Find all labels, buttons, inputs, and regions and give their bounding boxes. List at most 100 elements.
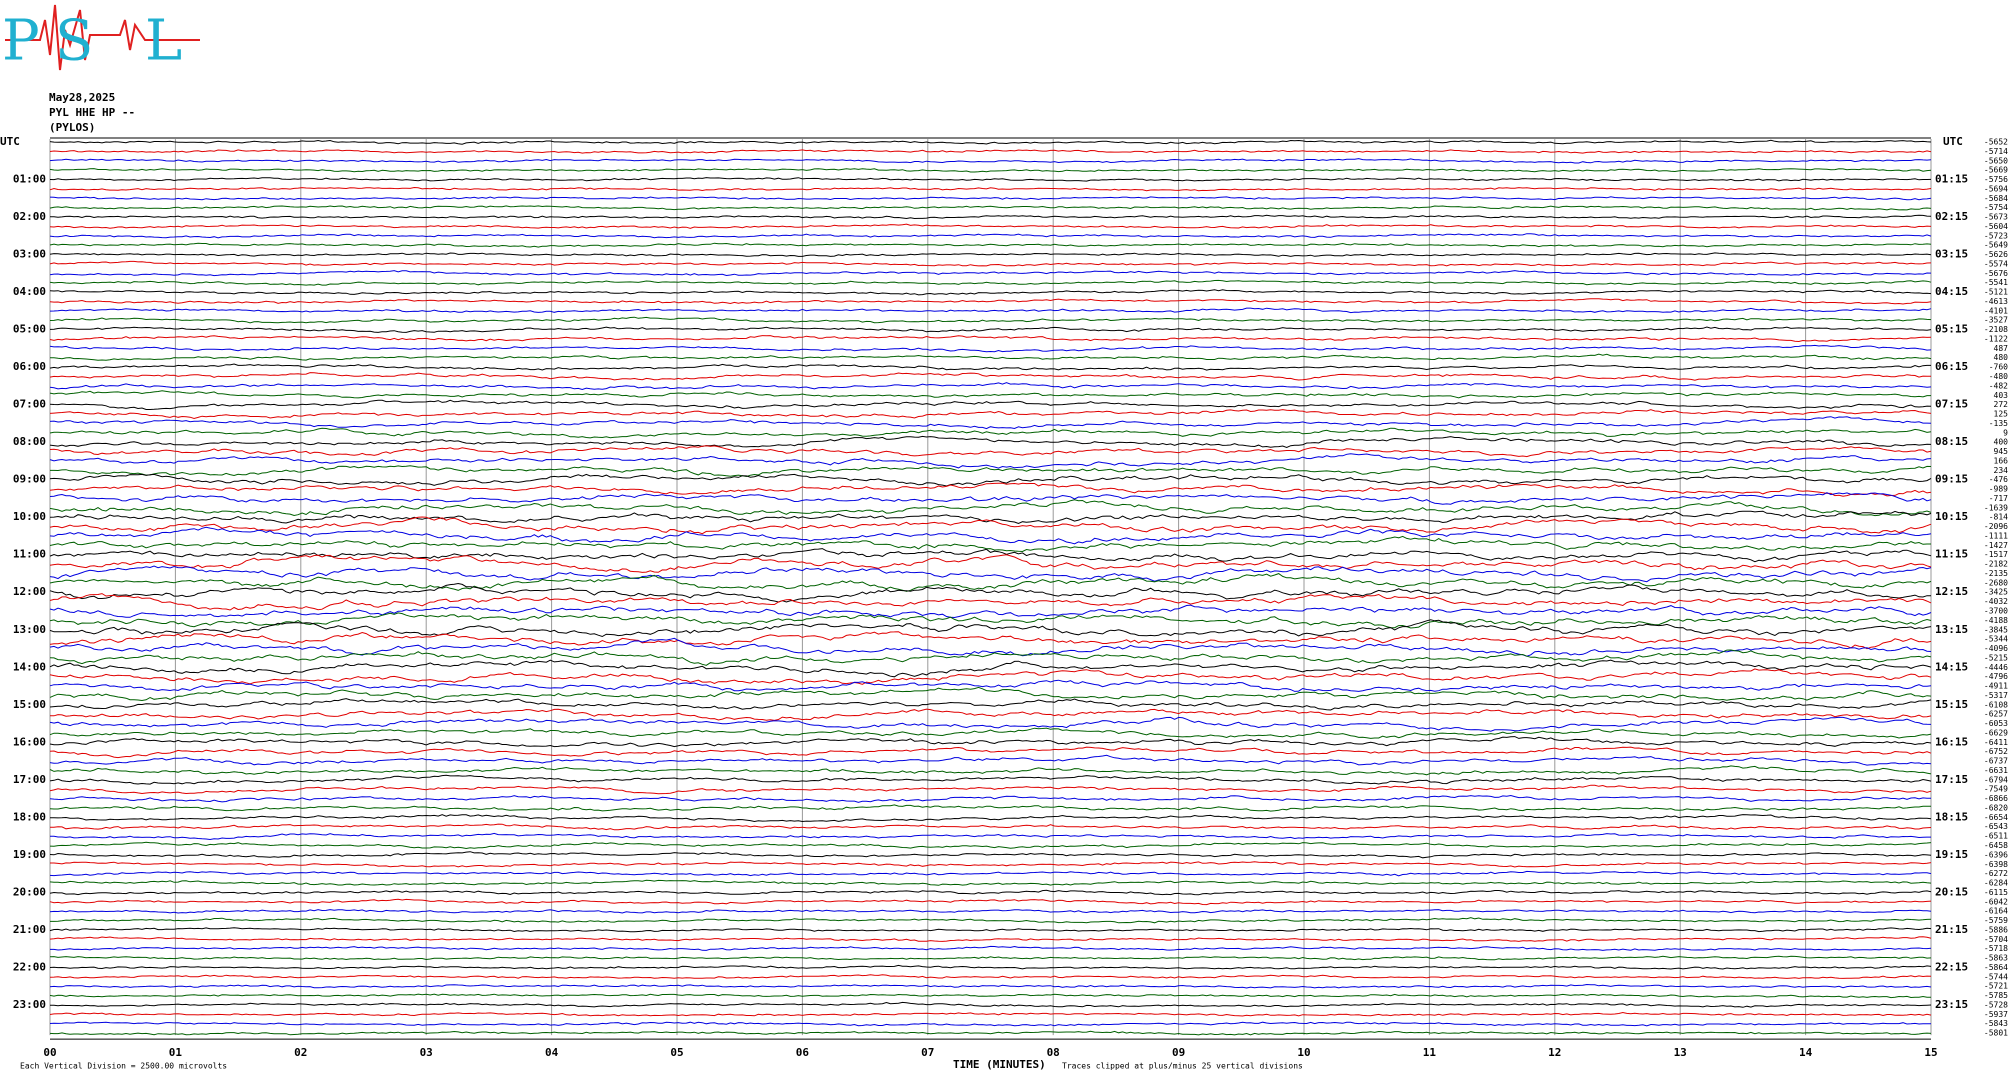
trace-offset: -760: [1989, 363, 2008, 372]
hour-label: 21:00: [13, 923, 46, 936]
trace: [49, 526, 1932, 545]
hour-label: 18:00: [13, 810, 46, 823]
hour-label: 11:00: [13, 548, 46, 561]
hour-label: 11:15: [1935, 548, 1968, 561]
trace-offset: -4096: [1984, 644, 2008, 653]
trace: [49, 1011, 1932, 1017]
hour-label: 06:00: [13, 360, 46, 373]
trace: [49, 679, 1932, 692]
trace-offset: -1517: [1984, 550, 2008, 559]
hour-label: 23:00: [13, 998, 46, 1011]
x-tick-label: 05: [670, 1046, 683, 1059]
trace: [49, 1030, 1932, 1036]
trace: [49, 177, 1932, 182]
trace-offset: 945: [1994, 447, 2009, 456]
hour-label: 12:00: [13, 585, 46, 598]
trace-offset: -5714: [1984, 147, 2008, 156]
hour-label: 10:00: [13, 510, 46, 523]
trace: [49, 435, 1932, 449]
x-tick-label: 03: [420, 1046, 433, 1059]
trace-offset: -5676: [1984, 269, 2008, 278]
x-tick-label: 06: [796, 1046, 810, 1059]
trace-offset: -4911: [1984, 682, 2008, 691]
logo-letter: L: [145, 9, 182, 74]
hour-label: 20:15: [1935, 885, 1968, 898]
trace-offset: -6737: [1984, 757, 2008, 766]
hour-label: 21:15: [1935, 923, 1968, 936]
trace: [49, 399, 1932, 410]
trace-offset: -4446: [1984, 663, 2008, 672]
trace-offset: -5756: [1984, 175, 2008, 184]
trace: [49, 716, 1932, 732]
trace: [50, 861, 1932, 868]
x-tick-label: 02: [294, 1046, 307, 1059]
hour-label: 17:15: [1935, 773, 1968, 786]
hour-label: 02:15: [1935, 210, 1968, 223]
trace: [49, 955, 1932, 961]
trace-offset: -5652: [1984, 138, 2008, 147]
trace-offset: -5723: [1984, 231, 2008, 240]
trace-offset: -6284: [1984, 879, 2008, 888]
trace: [49, 307, 1932, 314]
x-tick-label: 00: [43, 1046, 56, 1059]
trace-offset: -5843: [1984, 1019, 2008, 1028]
logo-wave: [5, 4, 200, 71]
trace: [49, 765, 1932, 776]
trace-offset: -6794: [1984, 775, 2008, 784]
trace-offset: -5541: [1984, 278, 2008, 287]
trace-offset: -5344: [1984, 635, 2008, 644]
trace: [50, 832, 1931, 841]
trace: [49, 870, 1932, 877]
trace-offset: -5650: [1984, 156, 2008, 165]
trace: [49, 158, 1932, 164]
trace: [49, 983, 1932, 989]
hour-label: 07:15: [1935, 398, 1968, 411]
right-corner: UTC: [1943, 135, 1963, 148]
trace: [49, 814, 1932, 823]
hour-label: 22:15: [1935, 960, 1968, 973]
trace: [49, 168, 1932, 173]
hour-label: 04:00: [13, 285, 46, 298]
left-corner: UTC: [0, 135, 20, 148]
trace-offset: -5759: [1984, 916, 2008, 925]
trace-offset: -476: [1989, 475, 2008, 484]
trace-offset: -4613: [1984, 297, 2008, 306]
trace: [49, 535, 1931, 553]
x-tick-label: 10: [1297, 1046, 1310, 1059]
trace-offset: -6458: [1984, 841, 2008, 850]
trace: [49, 453, 1932, 469]
trace: [49, 774, 1932, 785]
trace-offset: -5626: [1984, 250, 2008, 259]
trace: [49, 390, 1931, 399]
trace: [49, 698, 1932, 711]
trace-offset: -5121: [1984, 288, 2008, 297]
trace: [49, 593, 1932, 611]
trace-offset: -5886: [1984, 925, 2008, 934]
trace: [49, 964, 1932, 970]
trace: [49, 974, 1932, 979]
trace: [49, 746, 1932, 759]
trace: [49, 409, 1932, 420]
hour-label: 23:15: [1935, 998, 1968, 1011]
trace: [49, 270, 1932, 277]
hour-label: 02:00: [13, 210, 46, 223]
trace-offset: -1111: [1984, 531, 2008, 540]
hour-label: 03:15: [1935, 248, 1968, 261]
trace-offset: -717: [1989, 494, 2008, 503]
trace: [50, 353, 1932, 361]
trace-offset: -6272: [1984, 869, 2008, 878]
trace-offset: -5721: [1984, 982, 2008, 991]
logo-letter: S: [55, 9, 93, 74]
trace: [49, 804, 1931, 812]
trace-offset: -5744: [1984, 972, 2008, 981]
hour-label: 12:15: [1935, 585, 1968, 598]
trace-offset: -5215: [1984, 653, 2008, 662]
hour-label: 01:00: [13, 173, 46, 186]
trace-offset: -5317: [1984, 691, 2008, 700]
trace-offset: -3527: [1984, 316, 2008, 325]
trace: [49, 335, 1932, 343]
trace: [49, 554, 1932, 573]
x-tick-label: 15: [1924, 1046, 1937, 1059]
trace-offset: -7549: [1984, 785, 2008, 794]
